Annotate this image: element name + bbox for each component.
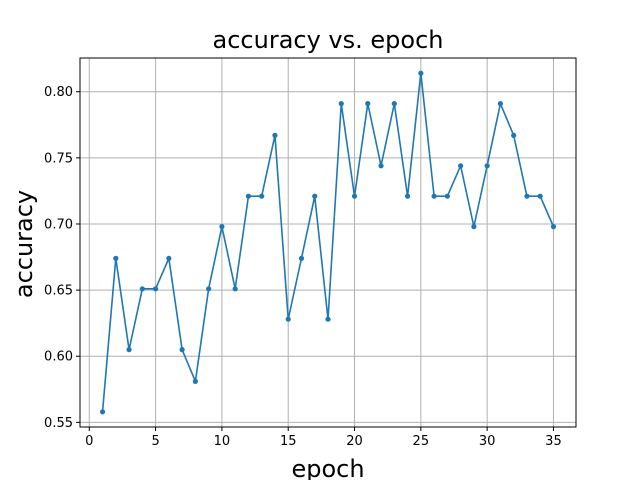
data-point bbox=[206, 286, 212, 292]
data-point bbox=[391, 101, 397, 107]
data-point bbox=[312, 193, 318, 199]
data-point bbox=[232, 286, 238, 292]
series-layer bbox=[99, 70, 557, 415]
x-tick-label: 30 bbox=[479, 434, 496, 449]
data-point bbox=[179, 347, 185, 353]
data-point bbox=[113, 255, 119, 261]
x-tick-label: 5 bbox=[151, 434, 159, 449]
grid bbox=[80, 58, 576, 427]
data-point bbox=[471, 224, 477, 230]
y-tick-label: 0.70 bbox=[44, 217, 73, 232]
data-point bbox=[152, 286, 159, 292]
x-tick-label: 15 bbox=[280, 434, 297, 449]
data-point bbox=[418, 70, 424, 76]
data-point bbox=[298, 255, 305, 261]
y-tick-label: 0.80 bbox=[44, 85, 73, 100]
series-line bbox=[101, 72, 555, 412]
ticks: 0 5 10 15 20 25 30 35 0.55 0.60 0.65 0.70 0.75 0.80 bbox=[44, 85, 562, 449]
data-point bbox=[497, 101, 504, 107]
data-point bbox=[192, 378, 198, 384]
data-point bbox=[272, 132, 278, 138]
data-point bbox=[126, 347, 132, 353]
data-point bbox=[325, 316, 331, 322]
y-tick-label: 0.60 bbox=[44, 350, 73, 365]
data-point bbox=[219, 224, 225, 230]
plot-frame bbox=[79, 57, 577, 428]
data-point bbox=[444, 193, 450, 199]
data-point bbox=[166, 255, 172, 261]
x-tick-label: 35 bbox=[545, 434, 562, 449]
y-tick-label: 0.75 bbox=[44, 151, 73, 166]
y-tick-label: 0.55 bbox=[44, 416, 73, 431]
x-tick-label: 20 bbox=[346, 434, 363, 449]
data-point bbox=[338, 101, 344, 107]
data-point bbox=[537, 193, 543, 199]
data-point bbox=[458, 163, 464, 169]
data-point bbox=[404, 193, 411, 199]
data-point bbox=[484, 163, 490, 169]
x-tick-label: 10 bbox=[214, 434, 231, 449]
data-point bbox=[259, 193, 265, 199]
data-point bbox=[524, 193, 530, 199]
chart-title: accuracy vs. epoch bbox=[213, 26, 444, 54]
data-point bbox=[550, 224, 557, 230]
x-tick-label: 0 bbox=[85, 434, 93, 449]
data-point bbox=[351, 193, 358, 199]
data-point bbox=[285, 316, 291, 322]
data-point bbox=[139, 286, 145, 292]
data-point bbox=[245, 193, 252, 199]
data-point bbox=[365, 101, 371, 107]
y-axis-label: accuracy bbox=[10, 190, 38, 298]
x-tick-label: 25 bbox=[413, 434, 430, 449]
y-tick-label: 0.65 bbox=[44, 284, 73, 299]
data-point bbox=[99, 409, 106, 415]
data-point bbox=[431, 193, 437, 199]
x-axis-label: epoch bbox=[291, 455, 364, 480]
data-point bbox=[378, 163, 384, 169]
data-point bbox=[511, 132, 517, 138]
